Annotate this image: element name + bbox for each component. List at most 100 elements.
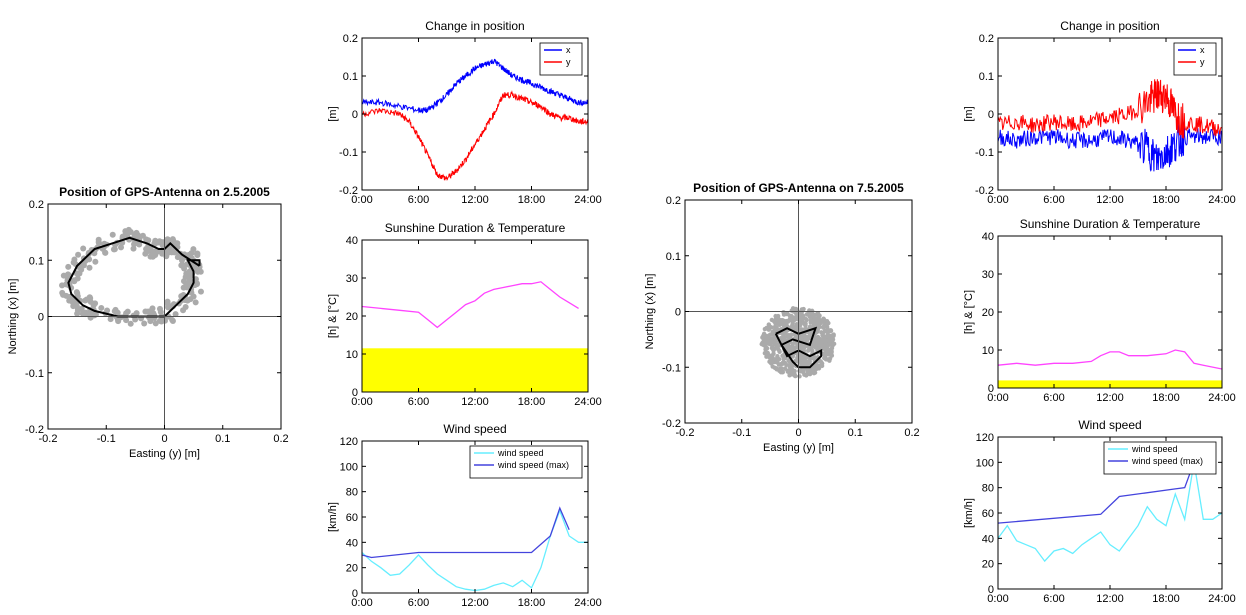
- y-tick-label: 0.1: [666, 251, 681, 263]
- x-tick-label: 6:00: [1043, 593, 1064, 605]
- y-tick-label: 40: [982, 533, 994, 545]
- x-tick-label: 0:00: [351, 194, 372, 206]
- chart-title: Wind speed: [1078, 418, 1141, 432]
- chart-title: Change in position: [425, 19, 524, 33]
- cloud-point: [170, 238, 177, 245]
- cloud-point: [92, 258, 99, 265]
- cloud-point: [763, 345, 769, 350]
- x-tick-label: 24:00: [1208, 194, 1236, 206]
- cloud-point: [159, 239, 166, 246]
- chart-title: Position of GPS-Antenna on 7.5.2005: [693, 181, 904, 195]
- x-tick-label: 18:00: [1152, 593, 1180, 605]
- cloud-point: [186, 268, 193, 275]
- cloud-point: [102, 249, 109, 256]
- cloud-point: [828, 328, 834, 333]
- x-tick-label: 0: [795, 427, 801, 439]
- legend: xy: [539, 42, 583, 76]
- x-tick-label: 0.1: [215, 433, 230, 445]
- y-tick-label: 60: [346, 512, 358, 524]
- series-line-0: [67, 236, 201, 318]
- cloud-point: [780, 353, 785, 359]
- cloud-point: [830, 337, 836, 342]
- x-tick-label: 12:00: [461, 194, 489, 206]
- cloud-point: [775, 360, 780, 365]
- cloud-point: [145, 237, 152, 244]
- cloud-point: [809, 355, 815, 361]
- cloud-point: [194, 250, 201, 257]
- legend-box: [469, 445, 583, 479]
- cloud-point: [776, 357, 782, 362]
- y-tick-label: 0: [988, 383, 994, 395]
- y-tick-label: 100: [976, 457, 994, 469]
- cloud-point: [766, 327, 771, 332]
- cloud-point: [114, 309, 121, 316]
- y-tick-label: 20: [982, 559, 994, 571]
- cloud-point: [95, 236, 102, 243]
- series-line-0: [362, 281, 579, 329]
- cloud-point: [139, 232, 146, 239]
- cloud-point: [192, 299, 199, 306]
- cloud-point: [777, 368, 782, 373]
- cloud-point: [178, 257, 185, 264]
- cloud-point: [787, 359, 792, 364]
- cloud-point: [130, 245, 137, 252]
- cloud-point: [789, 308, 794, 313]
- y-axis-label: [h] & [°C]: [963, 290, 975, 334]
- legend-box: [539, 42, 583, 76]
- plot-area: [998, 462, 1222, 563]
- cloud-point: [127, 320, 134, 327]
- x-tick-label: 0:00: [987, 392, 1008, 404]
- y-tick-label: -0.2: [662, 418, 681, 430]
- cloud-point: [772, 318, 777, 323]
- cloud-point: [811, 312, 816, 317]
- y-axis-label: [h] & [°C]: [327, 294, 339, 338]
- x-tick-label: 0.2: [273, 433, 288, 445]
- y-axis-label: [m]: [327, 106, 339, 121]
- y-tick-label: 0: [675, 307, 681, 319]
- cloud-point: [806, 359, 811, 365]
- cloud-point: [807, 311, 812, 316]
- cloud-point: [771, 351, 776, 356]
- x-tick-label: 0:00: [351, 396, 372, 408]
- x-tick-label: 12:00: [1096, 194, 1124, 206]
- cloud-point: [778, 361, 784, 367]
- chart-pos2: Position of GPS-Antenna on 7.5.2005-0.2-…: [644, 181, 920, 454]
- cloud-point: [822, 322, 827, 328]
- x-tick-label: 24:00: [1208, 392, 1236, 404]
- cloud-point: [785, 311, 790, 316]
- cloud-point: [172, 311, 179, 318]
- legend-label: x: [566, 45, 571, 55]
- x-tick-label: 12:00: [1096, 392, 1124, 404]
- x-tick-label: 18:00: [1152, 194, 1180, 206]
- cloud-point: [830, 333, 836, 339]
- cloud-point: [127, 228, 134, 235]
- cloud-point: [71, 278, 78, 285]
- legend-label: y: [1200, 57, 1205, 67]
- cloud-point: [179, 262, 186, 269]
- legend-label: x: [1200, 45, 1205, 55]
- x-tick-label: 24:00: [574, 194, 602, 206]
- x-tick-label: -0.1: [97, 433, 116, 445]
- cloud-point: [772, 324, 778, 329]
- x-tick-label: 24:00: [574, 396, 602, 408]
- cloud-point: [802, 359, 807, 365]
- y-tick-label: 0.2: [979, 33, 994, 45]
- y-axis-label: [m]: [963, 106, 975, 121]
- cloud-point: [825, 332, 831, 337]
- sunshine-bar: [362, 348, 588, 392]
- y-tick-label: 0: [352, 588, 358, 600]
- cloud-point: [797, 374, 802, 379]
- x-tick-label: 18:00: [518, 396, 546, 408]
- legend-label: wind speed: [497, 448, 544, 458]
- y-tick-label: 0: [988, 109, 994, 121]
- x-tick-label: 18:00: [1152, 392, 1180, 404]
- y-tick-label: 40: [346, 537, 358, 549]
- cloud-point: [784, 323, 789, 328]
- cloud-point: [808, 317, 814, 323]
- cloud-point: [830, 343, 835, 349]
- cloud-point: [142, 308, 149, 315]
- y-tick-label: 120: [976, 432, 994, 444]
- cloud-point: [823, 340, 828, 345]
- x-tick-label: 0.2: [904, 427, 919, 439]
- y-tick-label: 0: [38, 312, 44, 324]
